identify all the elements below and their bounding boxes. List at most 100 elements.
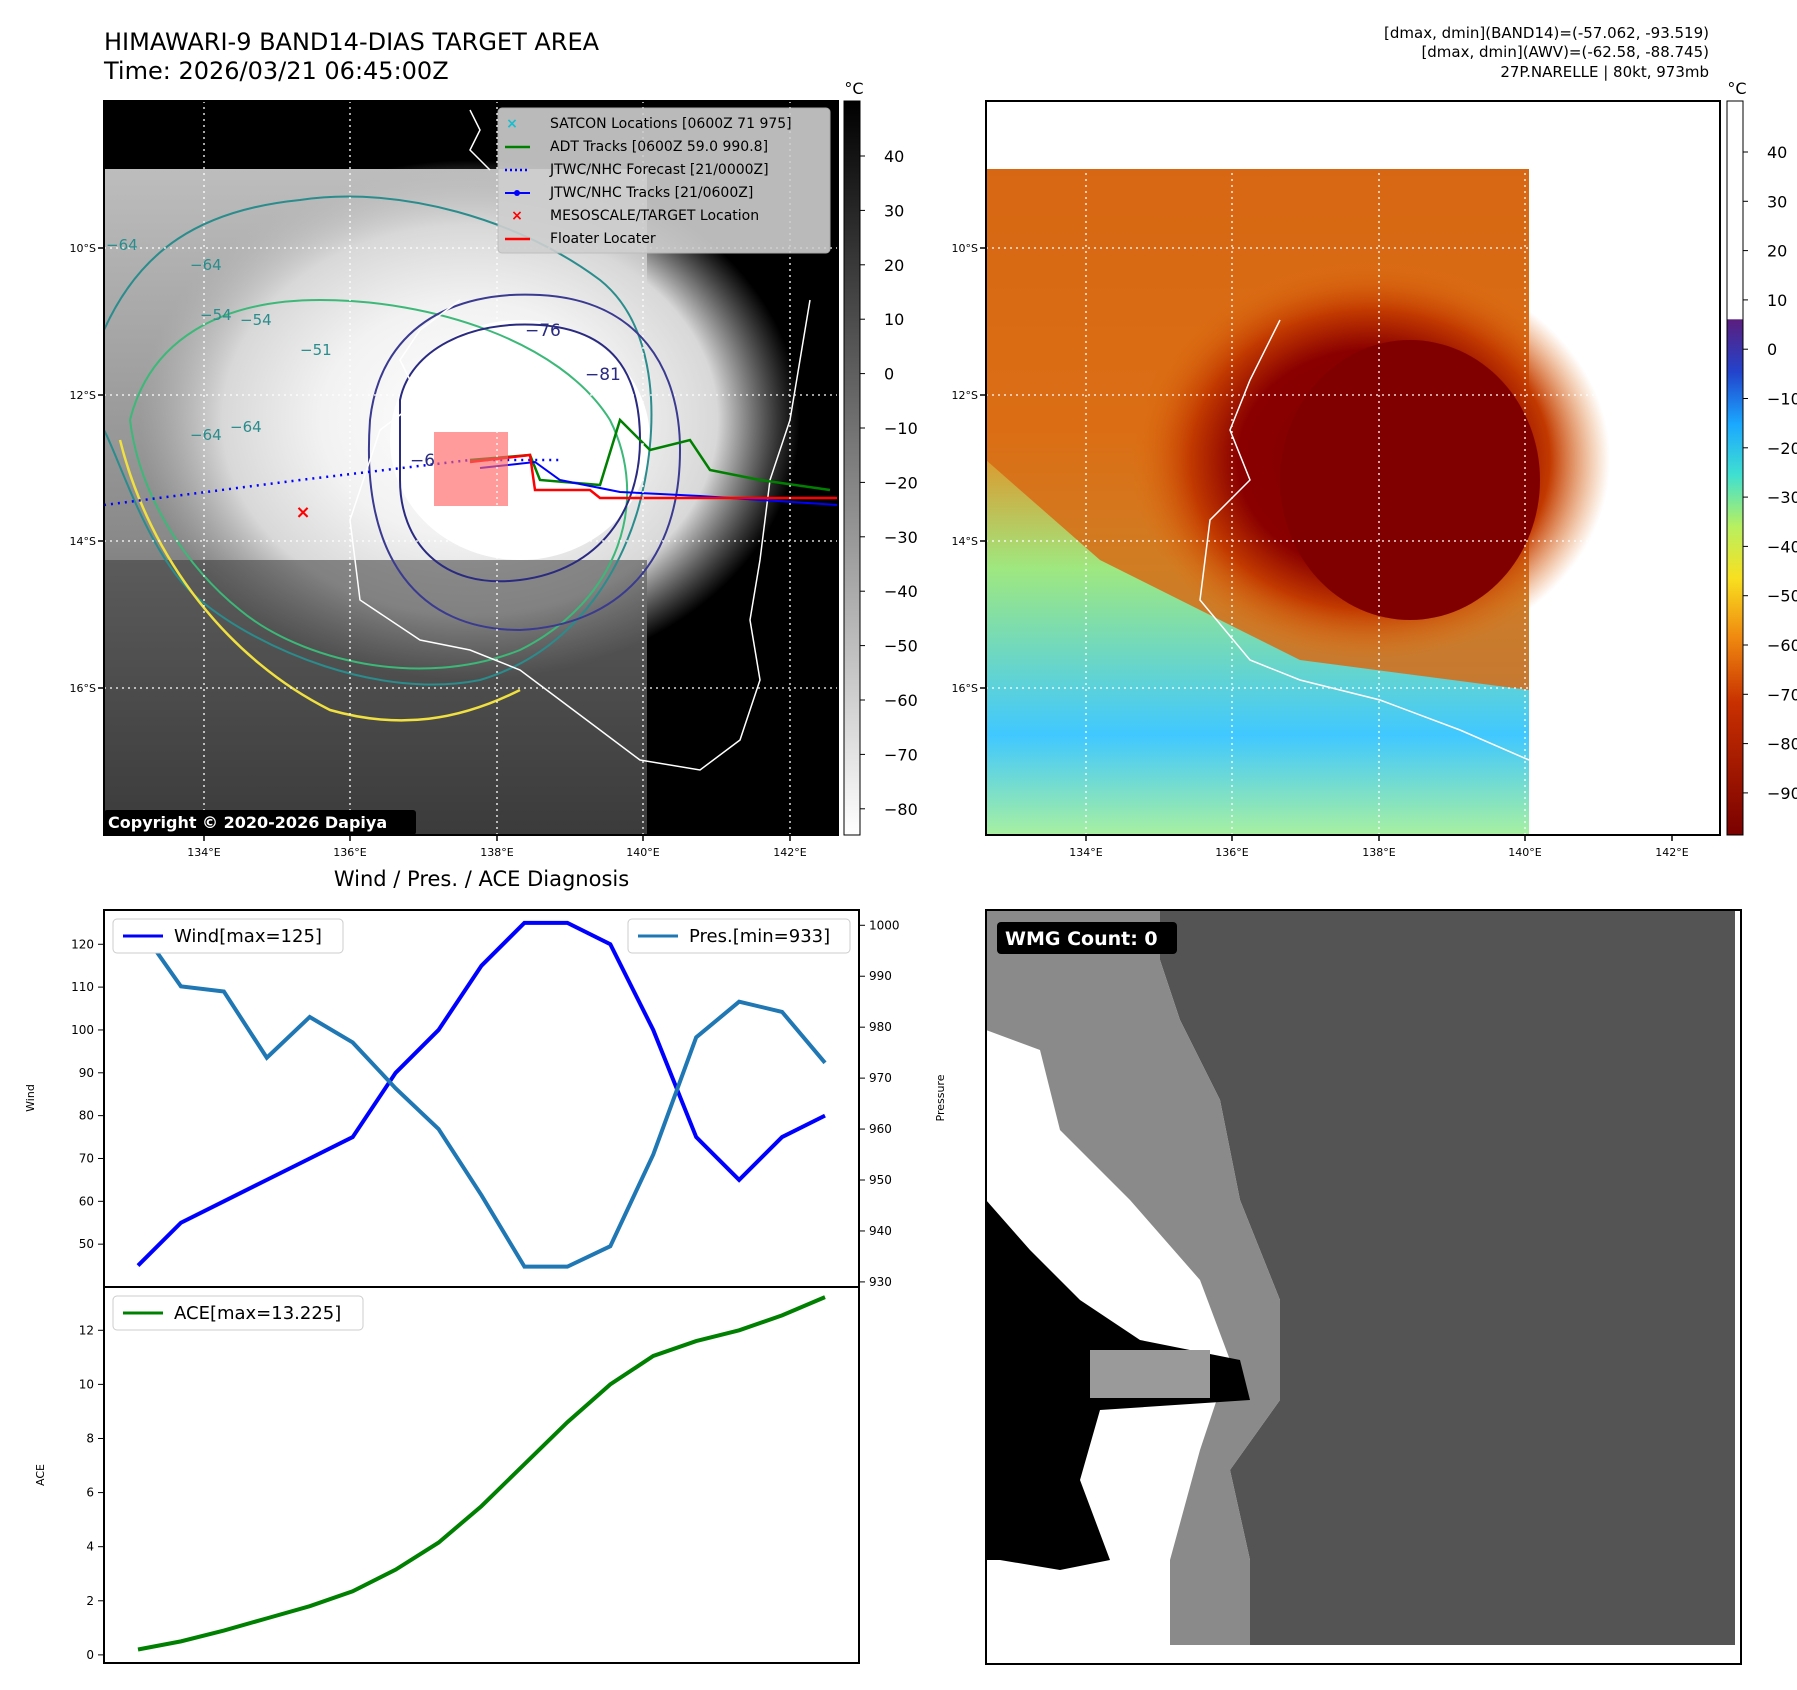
ace-series-line — [137, 1295, 826, 1652]
colorbar-tick-label: 10 — [884, 310, 904, 329]
awv-map: 10°S 12°S 14°S 16°S 134°E 136°E 138°E 14… — [952, 79, 1797, 859]
colorbar-tick-label: −20 — [1767, 439, 1797, 458]
pressure-tick-label: 980 — [869, 1020, 892, 1034]
pressure-tick-label: 930 — [869, 1275, 892, 1289]
pressure-tick-label: 950 — [869, 1173, 892, 1187]
pressure-tick-label: 960 — [869, 1122, 892, 1136]
wind-tick-label: 90 — [79, 1066, 94, 1080]
ace-tick-label: 8 — [86, 1431, 94, 1445]
colorbar-tick-label: 0 — [1767, 340, 1777, 359]
colorbar-tick-label: −90 — [1767, 784, 1797, 803]
colorbar-tick-label: −40 — [1767, 537, 1797, 556]
wind-tick-label: 100 — [71, 1023, 94, 1037]
colorbar-tick-label: −70 — [884, 745, 918, 764]
colorbar-tick-label: −10 — [1767, 390, 1797, 409]
target-box — [434, 432, 508, 506]
legend-label: JTWC/NHC Forecast [21/0000Z] — [549, 162, 769, 178]
pressure-tick-label: 940 — [869, 1224, 892, 1238]
jtwc-forecast-track — [104, 458, 560, 507]
pressure-tick-label: 1000 — [869, 918, 900, 932]
wmg-dark-region — [1160, 910, 1735, 1645]
colorbar-tick-label: −60 — [1767, 636, 1797, 655]
colorbar-tick-label: 0 — [884, 365, 894, 384]
lat-label: 14°S — [952, 535, 978, 548]
lat-label: 12°S — [952, 389, 978, 402]
colorbar-tick-label: −80 — [1767, 735, 1797, 754]
wmg-inner-gray — [1090, 1350, 1210, 1398]
floater-locator — [469, 453, 838, 500]
ir-legend: × × SATCON Locations [0600Z 71 975] ADT … — [497, 107, 831, 254]
legend-label: Floater Locater — [550, 231, 656, 247]
colorbar-tick-label: 40 — [1767, 143, 1787, 162]
coastline — [1199, 319, 1530, 761]
colorbar-tick-label: −30 — [884, 528, 918, 547]
lat-label: 10°S — [70, 242, 96, 255]
wind-axis-label: Wind — [24, 1084, 37, 1112]
legend-label: MESOSCALE/TARGET Location — [550, 208, 759, 224]
contour-teal-outer — [104, 195, 653, 686]
wind-tick-label: 60 — [79, 1194, 94, 1208]
lat-label: 14°S — [70, 535, 96, 548]
ace-tick-label: 4 — [86, 1540, 94, 1554]
wind-tick-label: 70 — [79, 1151, 94, 1165]
contour-label: −64 — [190, 256, 222, 274]
contour-label: −64 — [106, 236, 138, 254]
ace-tick-label: 10 — [79, 1377, 94, 1391]
colorbar-tick-label: 20 — [884, 256, 904, 275]
ace-tick-label: 12 — [79, 1323, 94, 1337]
colorbar-tick-label: −80 — [884, 800, 918, 819]
colorbar-tick-label: 30 — [1767, 192, 1787, 211]
lat-label: 16°S — [952, 682, 978, 695]
chart-title: Wind / Pres. / ACE Diagnosis — [333, 867, 630, 891]
stat-awv: [dmax, dmin](AWV)=(-62.58, -88.745) — [1421, 43, 1709, 61]
coastline — [349, 109, 811, 771]
lat-label: 16°S — [70, 682, 96, 695]
lon-label: 142°E — [773, 846, 806, 859]
colorbar-tick-label: 30 — [884, 201, 904, 220]
storm-info: 27P.NARELLE | 80kt, 973mb — [1500, 63, 1709, 81]
contour-navy — [399, 323, 642, 583]
pressure-axis-label: Pressure — [934, 1074, 947, 1121]
lon-label: 138°E — [480, 846, 513, 859]
awv-colorbar — [1726, 100, 1744, 836]
awv-colorbar-unit: °C — [1727, 79, 1746, 98]
ir-colorbar-unit: °C — [844, 79, 863, 98]
wmg-count-badge: WMG Count: 0 — [1005, 928, 1158, 950]
wind-tick-label: 50 — [79, 1237, 94, 1251]
lon-label: 138°E — [1362, 846, 1395, 859]
lon-label: 136°E — [1215, 846, 1248, 859]
lon-label: 140°E — [1508, 846, 1541, 859]
wind-tick-label: 80 — [79, 1109, 94, 1123]
wind-series-line — [136, 920, 826, 1267]
figure-time: Time: 2026/03/21 06:45:00Z — [104, 57, 449, 85]
pressure-tick-label: 970 — [869, 1071, 892, 1085]
lat-label: 10°S — [952, 242, 978, 255]
colorbar-tick-label: −40 — [884, 582, 918, 601]
wind-tick-label: 110 — [71, 980, 94, 994]
colorbar-tick-label: 20 — [1767, 242, 1787, 261]
lon-label: 142°E — [1655, 846, 1688, 859]
colorbar-tick-label: −70 — [1767, 685, 1797, 704]
contour-label: −54 — [200, 306, 232, 324]
contour-label: −64 — [190, 426, 222, 444]
colorbar-tick-label: 40 — [884, 147, 904, 166]
lon-label: 134°E — [187, 846, 220, 859]
colorbar-tick-label: −60 — [884, 691, 918, 710]
legend-marker-target: × — [511, 208, 523, 224]
colorbar-tick-label: 10 — [1767, 291, 1787, 310]
mesoscale-marker: × — [295, 502, 310, 523]
legend-marker-satcon: × — [506, 116, 518, 132]
lon-label: 134°E — [1069, 846, 1102, 859]
ace-tick-label: 0 — [86, 1648, 94, 1662]
lon-label: 136°E — [333, 846, 366, 859]
contour-label: −81 — [585, 365, 621, 385]
figure-title: HIMAWARI-9 BAND14-DIAS TARGET AREA — [104, 28, 600, 56]
ace-tick-label: 6 — [86, 1486, 94, 1500]
legend-label: JTWC/NHC Tracks [21/0600Z] — [549, 185, 753, 201]
colorbar-tick-label: −20 — [884, 473, 918, 492]
ace-axis-label: ACE — [34, 1464, 47, 1486]
contour-yellow — [118, 439, 521, 722]
contour-navy-outer — [367, 293, 682, 632]
